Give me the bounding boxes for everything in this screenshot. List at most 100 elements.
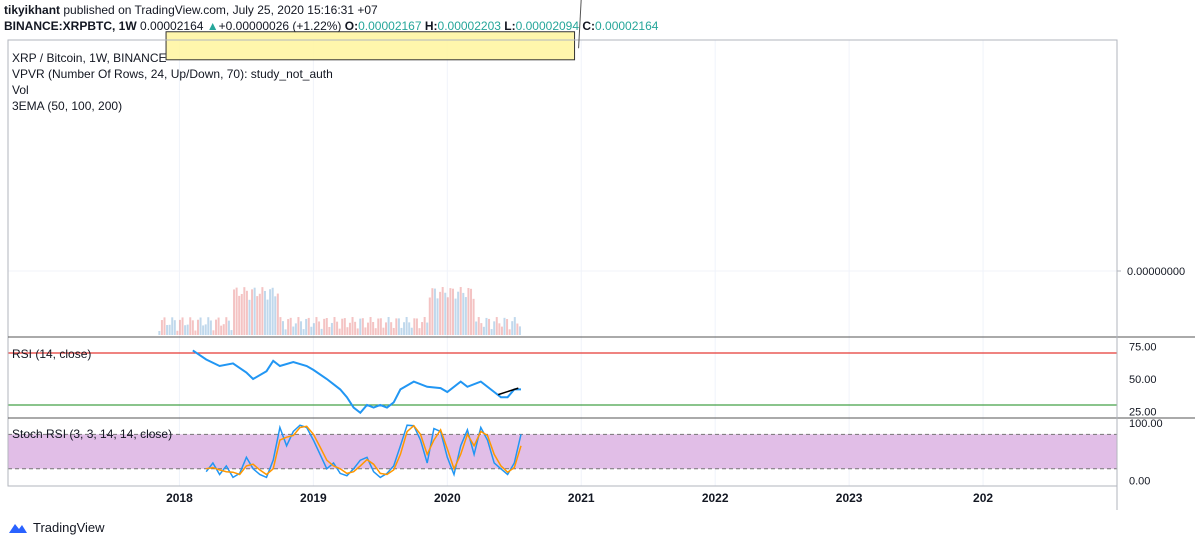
volume-bar [403, 322, 405, 335]
volume-bar [259, 294, 261, 335]
volume-bar [367, 323, 369, 335]
volume-bar [511, 321, 513, 335]
volume-bar [297, 317, 299, 335]
volume-bar [300, 321, 302, 335]
y-axis: 0.000000000.000020000.000040000.00006000… [1117, 0, 1185, 487]
volume-bar [377, 319, 379, 335]
volume-bar [498, 323, 500, 335]
volume-bar [184, 325, 186, 335]
volume-bar [205, 324, 207, 335]
volume-bar [509, 329, 511, 335]
volume-bar [447, 297, 449, 335]
volume-bar [457, 292, 459, 335]
volume-bar [442, 287, 444, 335]
volume-bar [179, 320, 181, 335]
volume-bar [390, 322, 392, 335]
volume-bar [176, 331, 178, 335]
volume-bar [475, 322, 477, 335]
overlay-labels: 0.000021641d 16h0.000025260.00001628 [541, 0, 1197, 48]
volume-bar [364, 327, 366, 335]
volume-bar [411, 328, 413, 335]
volume-bar [243, 287, 245, 335]
x-tick-label: 202 [973, 491, 993, 505]
volume-bar [346, 327, 348, 335]
footer-brand[interactable]: TradingView [8, 520, 105, 535]
volume-bar [331, 323, 333, 335]
volume-bar [362, 318, 364, 335]
volume-bar [246, 291, 248, 335]
volume-bar [313, 323, 315, 335]
chart-border [8, 40, 1117, 486]
chart-canvas[interactable]: 0.000000000.000020000.000040000.00006000… [0, 0, 1200, 547]
volume-bar [228, 321, 230, 335]
volume-bar [460, 287, 462, 335]
volume-bar [187, 325, 189, 335]
volume-bar [493, 321, 495, 335]
volume-bar [503, 318, 505, 335]
volume-bar [485, 318, 487, 335]
x-tick-label: 2019 [300, 491, 327, 505]
volume-bar [452, 289, 454, 335]
volume-bar [310, 327, 312, 335]
volume-bar [215, 320, 217, 335]
volume-bars [158, 287, 521, 335]
stoch-tick-label: 100.00 [1129, 418, 1163, 430]
volume-bar [514, 317, 516, 335]
volume-bar [333, 317, 335, 335]
volume-bar [248, 300, 250, 335]
volume-bar [241, 294, 243, 335]
volume-bar [174, 320, 176, 335]
volume-bar [462, 293, 464, 335]
volume-bar [344, 318, 346, 335]
volume-bar [480, 323, 482, 335]
legend-ema[interactable]: 3EMA (50, 100, 200) [12, 99, 122, 113]
volume-bar [230, 330, 232, 335]
legend-vol[interactable]: Vol [12, 83, 29, 97]
volume-bar [212, 330, 214, 335]
volume-bar [354, 322, 356, 335]
legend-symbol[interactable]: XRP / Bitcoin, 1W, BINANCE [12, 51, 167, 65]
x-tick-label: 2023 [836, 491, 863, 505]
volume-bar [202, 325, 204, 335]
volume-bar [375, 328, 377, 335]
volume-bar [192, 320, 194, 335]
volume-bar [506, 319, 508, 335]
volume-bar [285, 329, 287, 335]
volume-bar [357, 328, 359, 335]
volume-bar [372, 322, 374, 335]
volume-bar [349, 323, 351, 335]
volume-bar [166, 325, 168, 335]
volume-bar [341, 319, 343, 335]
volume-bar [501, 327, 503, 335]
volume-bar [326, 318, 328, 335]
volume-bar [328, 327, 330, 335]
legend-stoch-rsi[interactable]: Stoch RSI (3, 3, 14, 14, close) [12, 427, 172, 441]
callout-pointer [579, 0, 592, 48]
legend-rsi[interactable]: RSI (14, close) [12, 347, 91, 361]
volume-bar [223, 324, 225, 335]
volume-bar [200, 317, 202, 335]
zone-yellow [166, 32, 575, 60]
volume-bar [470, 289, 472, 335]
volume-bar [277, 294, 279, 335]
x-tick-label: 2018 [166, 491, 193, 505]
volume-bar [385, 322, 387, 335]
volume-bar [308, 318, 310, 335]
volume-bar [449, 288, 451, 335]
volume-bar [236, 288, 238, 335]
rsi-tick-label: 75.00 [1129, 342, 1157, 354]
volume-bar [424, 317, 426, 335]
volume-bar [287, 319, 289, 335]
volume-bar [290, 318, 292, 335]
x-tick-label: 2020 [434, 491, 461, 505]
volume-bar [295, 323, 297, 335]
volume-bar [400, 328, 402, 335]
legend-vpvr[interactable]: VPVR (Number Of Rows, 24, Up/Down, 70): … [12, 67, 333, 81]
stoch-layer [8, 425, 1117, 477]
volume-bar [418, 328, 420, 335]
volume-bar [171, 317, 173, 335]
volume-bar [197, 320, 199, 335]
volume-bar [267, 300, 269, 335]
volume-bar [264, 291, 266, 335]
volume-bar [429, 298, 431, 335]
